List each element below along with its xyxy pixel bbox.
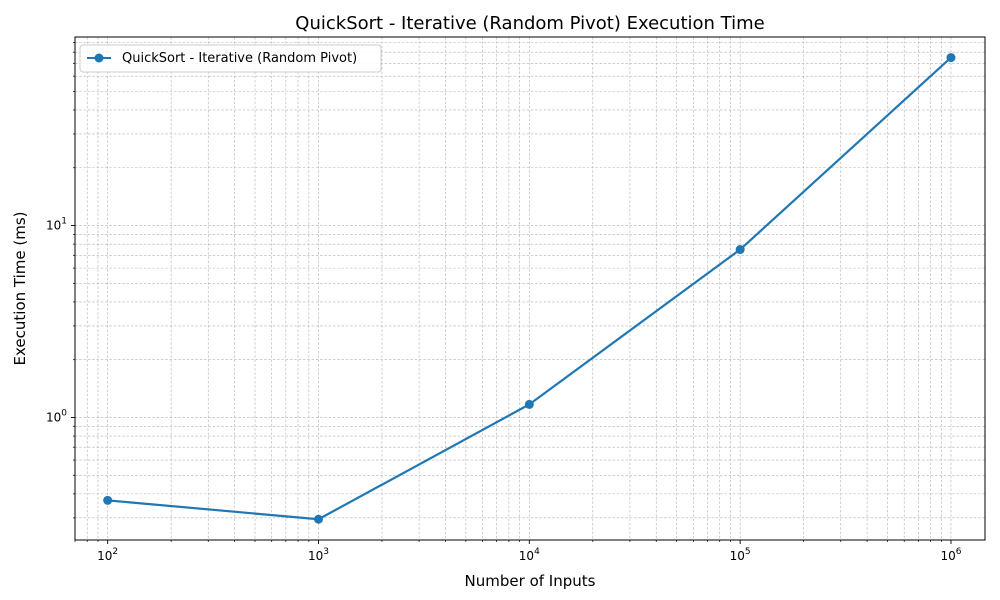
legend-box [79,44,382,73]
y-axis-label: Execution Time (ms) [11,212,29,366]
legend-marker [94,53,104,63]
x-tick-label: 102 [97,547,118,563]
series [103,53,956,524]
x-tick-label: 103 [308,547,329,563]
x-tick-label: 105 [730,547,751,563]
legend: QuickSort - Iterative (Random Pivot) [79,44,382,73]
data-point [313,514,323,524]
x-tick-label: 104 [519,547,540,563]
y-tick-label: 100 [46,408,67,424]
data-point [524,399,534,409]
data-point [103,495,113,505]
chart-title: QuickSort - Iterative (Random Pivot) Exe… [295,13,764,34]
x-tick-label: 106 [940,547,961,563]
plot-frame [74,36,986,541]
data-point [735,245,745,255]
axis-ticks: 102 103 104 105 106 100 101 [46,42,962,563]
data-point [946,53,956,63]
y-tick-label: 101 [46,217,67,233]
x-axis-label: Number of Inputs [465,572,596,590]
legend-label: QuickSort - Iterative (Random Pivot) [122,51,357,66]
grid [74,37,985,540]
